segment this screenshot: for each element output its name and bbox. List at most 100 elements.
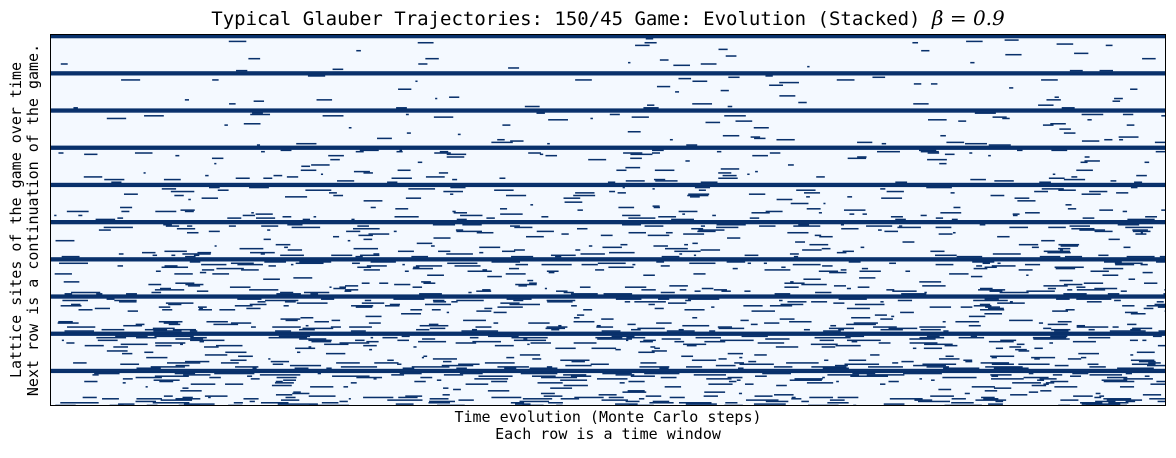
heatmap-cell-run (1043, 285, 1068, 287)
heatmap-cell-run (1063, 293, 1087, 295)
heatmap-cell-run (291, 226, 321, 229)
heatmap-cell-run (484, 307, 493, 310)
heatmap-cell-run (874, 314, 887, 316)
heatmap-cell-run (1148, 362, 1161, 364)
heatmap-cell-run (669, 285, 688, 287)
heatmap-cell-run (1045, 382, 1055, 384)
heatmap-cell-run (711, 306, 715, 308)
heatmap-cell-run (368, 233, 390, 235)
heatmap-cell-run (877, 150, 900, 153)
heatmap-cell-run (745, 399, 779, 401)
heatmap-cell-run (230, 359, 247, 362)
heatmap-cell-run (769, 84, 784, 87)
heatmap-cell-run (833, 285, 847, 287)
heatmap-cell-run (276, 376, 297, 379)
heatmap-cell-run (523, 338, 528, 340)
heatmap-cell-run (823, 202, 826, 205)
heatmap-cell-run (1094, 396, 1102, 399)
heatmap-cell-run (1157, 344, 1166, 347)
y-axis-label-wrapper: Lattice sites of the game over time Next… (3, 34, 47, 406)
heatmap-cell-run (563, 291, 574, 294)
heatmap-cell-run (754, 395, 773, 397)
heatmap-cell-run (943, 330, 949, 332)
heatmap-cell-run (665, 247, 688, 250)
heatmap-cell-run (940, 212, 962, 214)
heatmap-cell-run (1125, 372, 1132, 375)
heatmap-cell-run (60, 402, 99, 404)
heatmap-cell-run (1152, 335, 1162, 338)
heatmap-cell-run (765, 338, 790, 340)
heatmap-cell-run (382, 336, 398, 339)
heatmap-cell-run (878, 342, 891, 344)
heatmap-cell-run (428, 402, 450, 404)
heatmap-row-band (50, 257, 1166, 259)
heatmap-cell-run (984, 313, 1003, 315)
heatmap-cell-run (560, 359, 590, 362)
heatmap-cell-run (560, 379, 588, 381)
heatmap-cell-run (822, 376, 825, 379)
heatmap-cell-run (1140, 231, 1143, 234)
heatmap-cell-run (238, 355, 253, 358)
heatmap-row-band (50, 334, 1166, 336)
heatmap-cell-run (274, 382, 294, 384)
heatmap-cell-run (163, 178, 181, 181)
heatmap-cell-run (478, 375, 513, 377)
heatmap-cell-run (370, 206, 376, 209)
heatmap-cell-run (803, 328, 810, 331)
heatmap-cell-run (1161, 115, 1166, 117)
heatmap-cell-run (261, 150, 265, 153)
heatmap-cell-run (938, 358, 960, 360)
heatmap-cell-run (775, 346, 799, 348)
heatmap-row-band (50, 259, 1166, 262)
heatmap-cell-run (851, 340, 858, 343)
heatmap-cell-run (62, 299, 88, 302)
heatmap-cell-run (438, 250, 451, 253)
heatmap-cell-run (595, 269, 605, 271)
heatmap-cell-run (415, 80, 418, 83)
heatmap-plot (50, 34, 1166, 406)
heatmap-cell-run (1054, 330, 1069, 332)
heatmap-cell-run (979, 223, 986, 226)
heatmap-cell-run (182, 253, 211, 255)
heatmap-cell-run (506, 356, 515, 359)
heatmap-cell-run (308, 339, 332, 342)
heatmap-cell-run (377, 137, 392, 140)
heatmap-cell-run (391, 374, 405, 376)
heatmap-cell-run (927, 158, 947, 161)
y-axis-label-line-2: Next row is a continuation of the game. (24, 43, 42, 397)
heatmap-cell-run (738, 367, 744, 369)
heatmap-cell-run (716, 223, 746, 226)
heatmap-cell-run (1034, 190, 1049, 193)
heatmap-cell-run (136, 336, 157, 339)
heatmap-cell-run (955, 320, 980, 323)
heatmap-cell-run (1054, 386, 1078, 388)
heatmap-cell-run (469, 336, 479, 339)
heatmap-cell-run (436, 379, 442, 381)
heatmap-cell-run (787, 301, 807, 303)
heatmap-cell-run (913, 83, 922, 85)
heatmap-cell-run (239, 247, 264, 250)
heatmap-cell-run (510, 140, 524, 142)
heatmap-cell-run (920, 214, 927, 217)
heatmap-cell-run (686, 144, 698, 146)
heatmap-cell-run (627, 390, 645, 392)
heatmap-cell-run (683, 343, 707, 346)
heatmap-cell-run (1124, 311, 1138, 314)
heatmap-cell-run (888, 380, 899, 383)
heatmap-cell-run (402, 367, 415, 369)
heatmap-cell-run (189, 261, 201, 263)
heatmap-cell-run (363, 172, 373, 174)
heatmap-cell-run (824, 359, 829, 362)
heatmap-cell-run (399, 149, 403, 152)
heatmap-cell-run (276, 293, 301, 295)
heatmap-cell-run (60, 305, 82, 307)
heatmap-cell-run (144, 351, 154, 354)
heatmap-cell-run (603, 293, 633, 295)
heatmap-cell-run (984, 390, 998, 392)
heatmap-cell-run (548, 402, 563, 404)
heatmap-cell-run (1156, 301, 1164, 303)
heatmap-cell-run (119, 301, 137, 303)
heatmap-cell-run (280, 149, 292, 152)
heatmap-cell-run (1076, 326, 1109, 328)
heatmap-cell-run (446, 156, 465, 158)
